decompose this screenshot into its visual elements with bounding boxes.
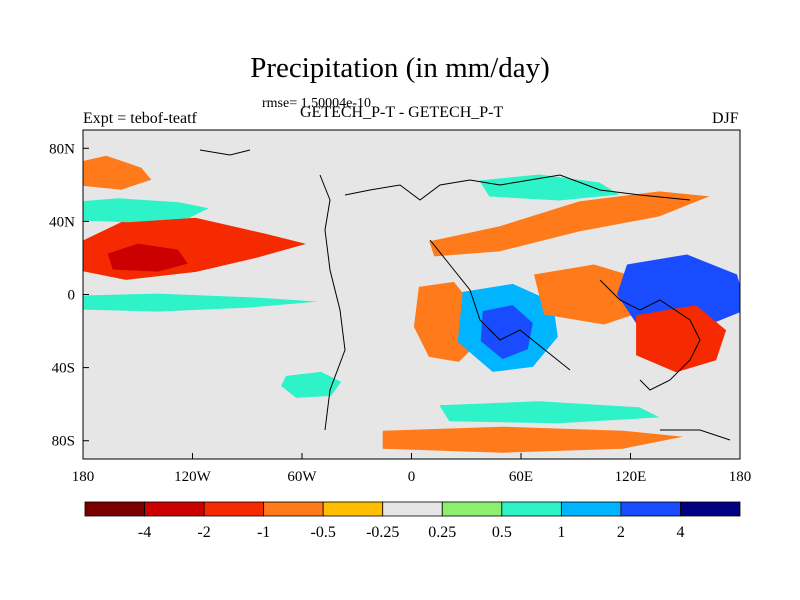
colorbar-swatch: [322, 501, 384, 517]
colorbar-swatch: [203, 501, 265, 517]
colorbar-label: -0.25: [366, 524, 399, 541]
field-region-north-pacific-positive-band: [83, 198, 209, 223]
x-tick-label: 180: [72, 469, 95, 485]
colorbar-swatch: [263, 501, 324, 517]
colorbar-label: -2: [197, 524, 210, 541]
field-region-asia-band-negative: [429, 191, 710, 257]
colorbar-swatch: [620, 501, 681, 517]
y-tick-label: 0: [68, 288, 76, 304]
coastline-0: [319, 174, 346, 431]
colorbar-swatch: [501, 501, 562, 517]
field-region-australia-negative: [636, 305, 727, 373]
field-region-africa-east-core-positive: [480, 305, 533, 360]
coastline-2: [429, 239, 571, 371]
colorbar-swatch: [680, 501, 741, 517]
colorbar-label: 2: [617, 524, 625, 541]
coastline-3: [599, 279, 701, 391]
y-tick-label: 40S: [52, 361, 75, 377]
field-region-eastern-pacific-core-negative: [107, 243, 188, 272]
colorbar-label: 1: [557, 524, 565, 541]
x-tick-label: 180: [729, 469, 752, 485]
colorbar-label: -1: [257, 524, 270, 541]
colorbar-label: 0.5: [492, 524, 512, 541]
field-layer: [83, 149, 740, 453]
experiment-label: Expt = tebof-teatf: [83, 110, 197, 127]
chart-title: Precipitation (in mm/day): [250, 52, 550, 84]
colorbar-swatch: [441, 501, 503, 517]
x-tick-label: 60E: [509, 469, 533, 485]
colorbar-label: -0.5: [311, 524, 336, 541]
field-region-pacific-equatorial-positive: [83, 293, 318, 312]
field-region-southern-ocean-negative-band: [382, 426, 683, 453]
x-tick-label: 0: [408, 469, 416, 485]
field-region-south-america-positive: [281, 371, 342, 398]
x-tick-label: 120W: [174, 469, 212, 485]
field-region-indian-ocean-negative: [534, 264, 649, 325]
field-region-southern-ocean-positive-band: [439, 401, 660, 424]
field-region-north-asia-positive: [479, 174, 620, 201]
colorbar-label: 0.25: [428, 524, 456, 541]
colorbar-label: -4: [138, 524, 151, 541]
rmse-label: rmse= 1.50004e-10: [262, 96, 371, 111]
colorbar-label: 4: [676, 524, 684, 541]
field-region-north-pacific-storm-track-negative: [83, 155, 152, 190]
y-tick-label: 80S: [52, 434, 75, 450]
y-tick-label: 40N: [49, 214, 75, 230]
y-tick-label: 80N: [49, 141, 75, 157]
colorbar-swatch: [144, 501, 205, 517]
x-tick-label: 60W: [287, 469, 317, 485]
coastline-1: [344, 174, 691, 201]
coastline-5: [199, 149, 251, 156]
colorbar-swatch: [560, 501, 622, 517]
chart-subtitle: GETECH_P-T - GETECH_P-T: [300, 104, 504, 121]
season-label: DJF: [712, 110, 739, 127]
x-tick-label: 120E: [615, 469, 647, 485]
colorbar-swatch: [382, 501, 443, 517]
coastline-4: [660, 429, 731, 441]
colorbar-swatch: [84, 501, 145, 517]
field-region-maritime-continent-positive: [617, 254, 740, 330]
